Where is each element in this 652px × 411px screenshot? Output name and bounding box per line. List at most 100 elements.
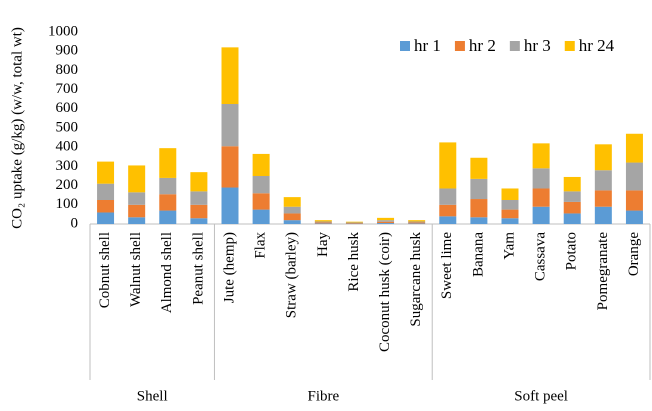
x-tick-label: Sweet lime <box>439 232 455 299</box>
bar-segment <box>128 205 145 217</box>
bar-segment <box>315 220 332 221</box>
bar-segment <box>502 188 519 200</box>
x-tick-label: Pomegranate <box>595 232 611 311</box>
bar-segment <box>595 190 612 206</box>
y-tick-label: 700 <box>56 81 79 97</box>
bar-segment <box>564 213 581 224</box>
x-tick-label: Peanut shell <box>190 232 206 305</box>
group-label: Fibre <box>307 388 339 404</box>
bar-segment <box>408 222 425 223</box>
bar-segment <box>626 163 643 191</box>
x-tick-label: Almond shell <box>159 232 175 313</box>
x-tick-label: Coconut husk (coir) <box>377 232 393 352</box>
bar-segment <box>470 217 487 224</box>
bar-segment <box>284 213 301 220</box>
x-tick-label: Banana <box>470 232 486 277</box>
x-tick-label: Yam <box>501 232 517 260</box>
bar-segment <box>439 205 456 217</box>
group-label: Soft peel <box>514 388 568 404</box>
y-tick-label: 900 <box>56 43 79 59</box>
bar-segment <box>595 207 612 224</box>
legend-swatch <box>510 41 520 51</box>
x-tick-label: Sugarcane husk <box>408 232 424 327</box>
bar-segment <box>470 179 487 199</box>
x-tick-label: Cassava <box>533 232 549 281</box>
x-tick-label: Potato <box>564 232 580 270</box>
bar-segment <box>190 205 207 218</box>
bar-segment <box>284 197 301 207</box>
y-tick-label: 0 <box>71 215 79 231</box>
y-tick-label: 800 <box>56 62 79 78</box>
bar-segment <box>564 202 581 214</box>
bar-segment <box>190 172 207 191</box>
legend-swatch <box>455 41 465 51</box>
bar-segment <box>159 194 176 210</box>
bar-segment <box>253 210 270 224</box>
legend-swatch <box>400 41 410 51</box>
x-tick-label: Straw (barley) <box>284 232 300 318</box>
bar-segment <box>315 222 332 223</box>
bar-segment <box>190 191 207 204</box>
bar-segment <box>377 220 394 222</box>
bar-segment <box>222 146 239 187</box>
x-tick-label: Walnut shell <box>128 232 144 307</box>
bar-segment <box>190 218 207 224</box>
y-tick-label: 200 <box>56 177 79 193</box>
bar-segment <box>408 223 425 224</box>
bar-segment <box>97 162 114 184</box>
bar-segment <box>284 220 301 224</box>
x-tick-label: Jute (hemp) <box>221 232 237 303</box>
bar-segment <box>284 207 301 214</box>
x-tick-label: Hay <box>315 232 331 257</box>
x-tick-label: Flax <box>253 232 269 259</box>
bar-segment <box>533 143 550 168</box>
bar-segment <box>222 104 239 146</box>
bar-segment <box>377 222 394 223</box>
x-tick-label: Rice husk <box>346 232 362 292</box>
bar-segment <box>159 178 176 194</box>
bar-segment <box>97 184 114 200</box>
bar-segment <box>470 199 487 217</box>
y-tick-label: 100 <box>56 196 79 212</box>
bar-segment <box>408 220 425 221</box>
bar-segment <box>128 192 145 204</box>
bar-segment <box>222 188 239 224</box>
bar-segment <box>595 144 612 170</box>
bar-segment <box>533 188 550 206</box>
bar-segment <box>377 223 394 224</box>
group-label: Shell <box>137 388 168 404</box>
bar-segment <box>439 188 456 204</box>
legend-label: hr 1 <box>414 36 441 55</box>
bar-segment <box>595 170 612 190</box>
bar-segment <box>439 216 456 224</box>
bar-segment <box>502 218 519 224</box>
bar-segment <box>315 223 332 224</box>
x-tick-label: Orange <box>626 232 642 276</box>
y-tick-label: 300 <box>56 158 79 174</box>
legend-label: hr 2 <box>469 36 496 55</box>
legend-swatch <box>565 41 575 51</box>
bar-segment <box>626 190 643 210</box>
bar-segment <box>502 210 519 219</box>
bar-segment <box>253 154 270 176</box>
bar-segment <box>315 222 332 223</box>
bar-segment <box>222 47 239 104</box>
bar-segment <box>408 222 425 223</box>
bar-segment <box>97 212 114 224</box>
bar-segment <box>128 165 145 192</box>
bar-segment <box>377 218 394 220</box>
bar-segment <box>97 200 114 212</box>
bar-segment <box>533 168 550 188</box>
bar-segment <box>626 134 643 163</box>
bar-segment <box>346 223 363 224</box>
y-tick-label: 1000 <box>48 23 78 39</box>
bar-segment <box>439 142 456 188</box>
bar-segment <box>564 191 581 202</box>
legend-label: hr 24 <box>579 36 615 55</box>
bar-segment <box>346 222 363 223</box>
legend-label: hr 3 <box>524 36 551 55</box>
bar-segment <box>626 211 643 224</box>
x-tick-label: Cobnut shell <box>97 232 113 308</box>
bar-segment <box>502 200 519 210</box>
